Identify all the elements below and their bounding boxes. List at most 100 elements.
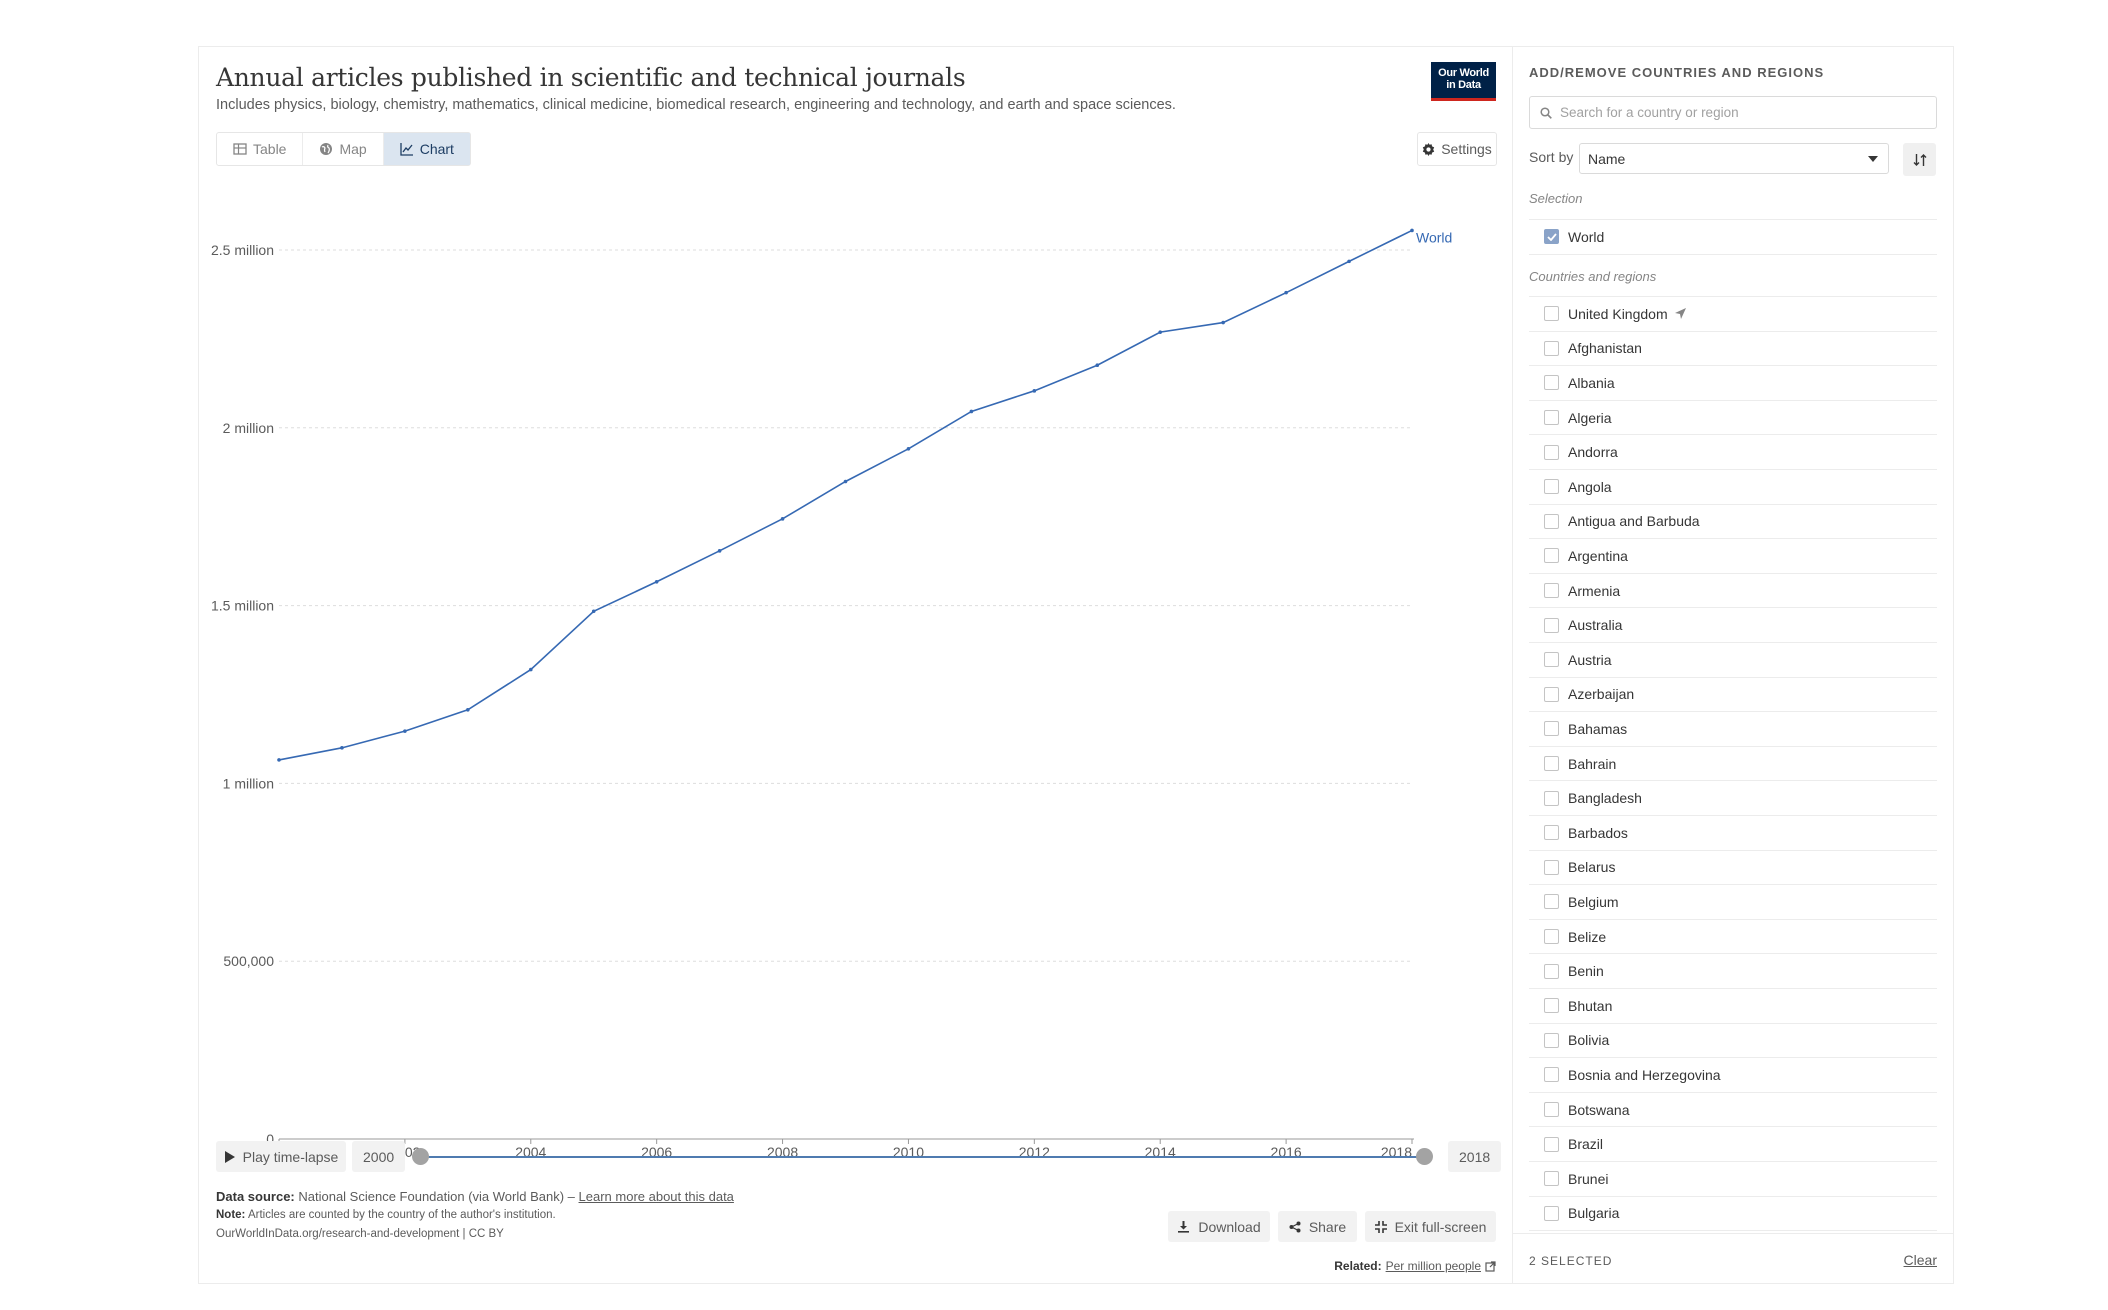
checkbox[interactable] — [1544, 825, 1559, 841]
list-item[interactable]: Austria — [1529, 643, 1937, 678]
data-point — [780, 517, 785, 521]
y-tick-label: 2 million — [223, 420, 274, 436]
list-item[interactable]: Argentina — [1529, 539, 1937, 574]
data-point — [1095, 363, 1100, 368]
caret-down-icon — [1868, 155, 1878, 162]
list-item[interactable]: Benin — [1529, 954, 1937, 989]
timeline-start-handle[interactable] — [412, 1148, 429, 1165]
play-icon — [224, 1150, 235, 1163]
checkbox[interactable] — [1544, 652, 1559, 668]
checkbox[interactable] — [1544, 340, 1559, 356]
checkbox[interactable] — [1544, 859, 1559, 875]
checkbox[interactable] — [1544, 583, 1559, 599]
timeline-end-handle[interactable] — [1416, 1148, 1433, 1165]
checkbox[interactable] — [1544, 1067, 1559, 1083]
list-item-label: Brazil — [1568, 1136, 1604, 1153]
checkbox-checked[interactable] — [1544, 229, 1559, 245]
download-label: Download — [1198, 1218, 1261, 1235]
list-item[interactable]: Brazil — [1529, 1127, 1937, 1162]
tab-table[interactable]: Table — [217, 133, 304, 165]
sort-select[interactable]: Name — [1579, 143, 1889, 174]
exit-fullscreen-button[interactable]: Exit full-screen — [1365, 1211, 1496, 1242]
divider — [1529, 219, 1937, 220]
sort-select-value: Name — [1588, 150, 1626, 167]
owid-logo[interactable]: Our World in Data — [1431, 62, 1496, 101]
search-input[interactable] — [1558, 104, 1918, 121]
checkbox[interactable] — [1544, 1032, 1559, 1048]
tab-chart[interactable]: Chart — [383, 133, 470, 165]
checkbox[interactable] — [1544, 548, 1559, 564]
search-box[interactable] — [1529, 96, 1937, 129]
list-item[interactable]: Brunei — [1529, 1162, 1937, 1197]
list-item[interactable]: Bahamas — [1529, 712, 1937, 747]
checkbox[interactable] — [1544, 998, 1559, 1014]
tab-table-label: Table — [253, 141, 287, 157]
checkbox[interactable] — [1544, 479, 1559, 495]
checkbox[interactable] — [1544, 1102, 1559, 1118]
globe-icon — [320, 143, 333, 155]
list-item[interactable]: Belize — [1529, 920, 1937, 955]
sort-direction-button[interactable] — [1903, 143, 1936, 176]
share-button[interactable]: Share — [1278, 1211, 1357, 1242]
list-item[interactable]: Australia — [1529, 608, 1937, 643]
checkbox[interactable] — [1544, 756, 1559, 772]
related-link[interactable]: Per million people — [1385, 1259, 1481, 1273]
data-point — [969, 409, 974, 414]
checkbox[interactable] — [1544, 894, 1559, 910]
list-item[interactable]: Albania — [1529, 366, 1937, 401]
checkbox[interactable] — [1544, 306, 1559, 322]
table-icon — [233, 143, 247, 155]
list-item[interactable]: Andorra — [1529, 435, 1937, 470]
list-item[interactable]: Bosnia and Herzegovina — [1529, 1058, 1937, 1093]
checkbox[interactable] — [1544, 513, 1559, 529]
checkbox[interactable] — [1544, 410, 1559, 426]
checkbox[interactable] — [1544, 1136, 1559, 1152]
list-item-label: Antigua and Barbuda — [1568, 513, 1700, 530]
list-item[interactable]: Antigua and Barbuda — [1529, 505, 1937, 540]
download-button[interactable]: Download — [1168, 1211, 1270, 1242]
timeline-track[interactable] — [421, 1156, 1425, 1158]
data-point — [403, 729, 407, 733]
checkbox[interactable] — [1544, 1171, 1559, 1187]
list-item-label: Botswana — [1568, 1101, 1630, 1118]
share-label: Share — [1308, 1218, 1347, 1235]
list-item[interactable]: Bhutan — [1529, 989, 1937, 1024]
checkbox[interactable] — [1544, 790, 1559, 806]
settings-button[interactable]: Settings — [1417, 132, 1497, 166]
checkbox[interactable] — [1544, 444, 1559, 460]
list-item-label: Brunei — [1568, 1170, 1609, 1187]
checkbox[interactable] — [1544, 375, 1559, 391]
source-url-line[interactable]: OurWorldInData.org/research-and-developm… — [216, 1228, 504, 1240]
checkbox[interactable] — [1544, 686, 1559, 702]
checkbox[interactable] — [1544, 963, 1559, 979]
list-item[interactable]: Barbados — [1529, 816, 1937, 851]
y-tick-label: 2.5 million — [211, 242, 274, 258]
checkbox[interactable] — [1544, 617, 1559, 633]
list-item[interactable]: United Kingdom — [1529, 297, 1937, 332]
list-item[interactable]: Belgium — [1529, 885, 1937, 920]
timeline-end-label: 2018 — [1448, 1141, 1502, 1172]
checkbox[interactable] — [1544, 1205, 1559, 1221]
list-item[interactable]: Bahrain — [1529, 747, 1937, 782]
tab-map[interactable]: Map — [303, 133, 384, 165]
list-item[interactable]: Bangladesh — [1529, 781, 1937, 816]
learn-more-link[interactable]: Learn more about this data — [578, 1189, 734, 1204]
list-item[interactable]: Bulgaria — [1529, 1197, 1937, 1232]
list-item[interactable]: Belarus — [1529, 851, 1937, 886]
list-item[interactable]: Azerbaijan — [1529, 678, 1937, 713]
logo-line-1: Our World — [1438, 67, 1489, 79]
list-item[interactable]: Bolivia — [1529, 1024, 1937, 1059]
list-item[interactable]: Algeria — [1529, 401, 1937, 436]
note-label: Note: — [216, 1209, 246, 1221]
list-item[interactable]: World — [1529, 220, 1937, 255]
play-timelapse-button[interactable]: Play time-lapse — [216, 1141, 346, 1172]
list-item[interactable]: Armenia — [1529, 574, 1937, 609]
checkbox[interactable] — [1544, 929, 1559, 945]
checkbox[interactable] — [1544, 721, 1559, 737]
list-item[interactable]: Angola — [1529, 470, 1937, 505]
list-item-label: Bosnia and Herzegovina — [1568, 1066, 1721, 1083]
list-item[interactable]: Botswana — [1529, 1093, 1937, 1128]
list-item[interactable]: Afghanistan — [1529, 332, 1937, 367]
clear-button[interactable]: Clear — [1903, 1252, 1937, 1268]
data-point — [528, 667, 533, 672]
